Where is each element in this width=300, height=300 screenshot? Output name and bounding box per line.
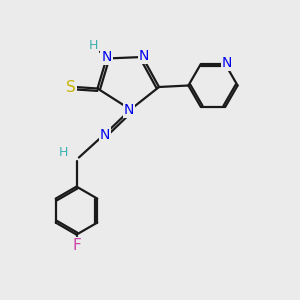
Text: F: F bbox=[72, 238, 81, 253]
Text: N: N bbox=[101, 50, 112, 64]
Text: N: N bbox=[139, 49, 149, 62]
Text: N: N bbox=[124, 103, 134, 116]
Text: H: H bbox=[88, 39, 98, 52]
Text: N: N bbox=[222, 56, 232, 70]
Text: S: S bbox=[66, 80, 75, 94]
Text: N: N bbox=[100, 128, 110, 142]
Text: H: H bbox=[59, 146, 69, 159]
